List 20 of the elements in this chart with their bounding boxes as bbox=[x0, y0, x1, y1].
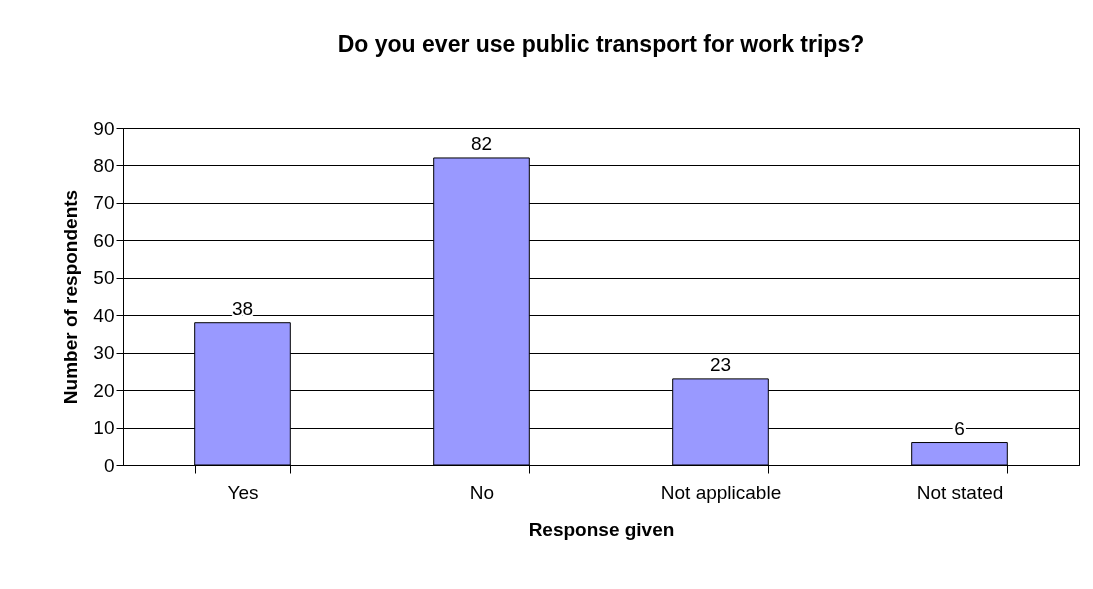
data-label: 82 bbox=[470, 132, 493, 154]
x-axis-title: Response given bbox=[528, 518, 675, 540]
x-tick-label: Not applicable bbox=[660, 481, 782, 503]
x-tick-label: Yes bbox=[227, 481, 259, 503]
y-tick-label: 80 bbox=[93, 154, 115, 176]
data-label: 38 bbox=[231, 297, 254, 319]
x-tick-label: Not stated bbox=[916, 481, 1004, 503]
y-tick-label: 30 bbox=[93, 342, 115, 364]
y-tick-label: 40 bbox=[93, 304, 115, 326]
y-tick-label: 90 bbox=[93, 117, 115, 139]
y-tick-label: 60 bbox=[93, 229, 115, 251]
y-tick-label: 50 bbox=[93, 267, 115, 289]
y-axis-title: Number of respondents bbox=[60, 189, 82, 405]
y-tick-label: 0 bbox=[103, 454, 115, 476]
y-tick-label: 70 bbox=[93, 192, 115, 214]
x-tick-label: No bbox=[469, 481, 495, 503]
y-tick-label: 20 bbox=[93, 379, 115, 401]
chart-title: Do you ever use public transport for work trips? bbox=[337, 31, 865, 57]
y-tick-label: 10 bbox=[93, 417, 115, 439]
data-label: 23 bbox=[709, 353, 732, 375]
